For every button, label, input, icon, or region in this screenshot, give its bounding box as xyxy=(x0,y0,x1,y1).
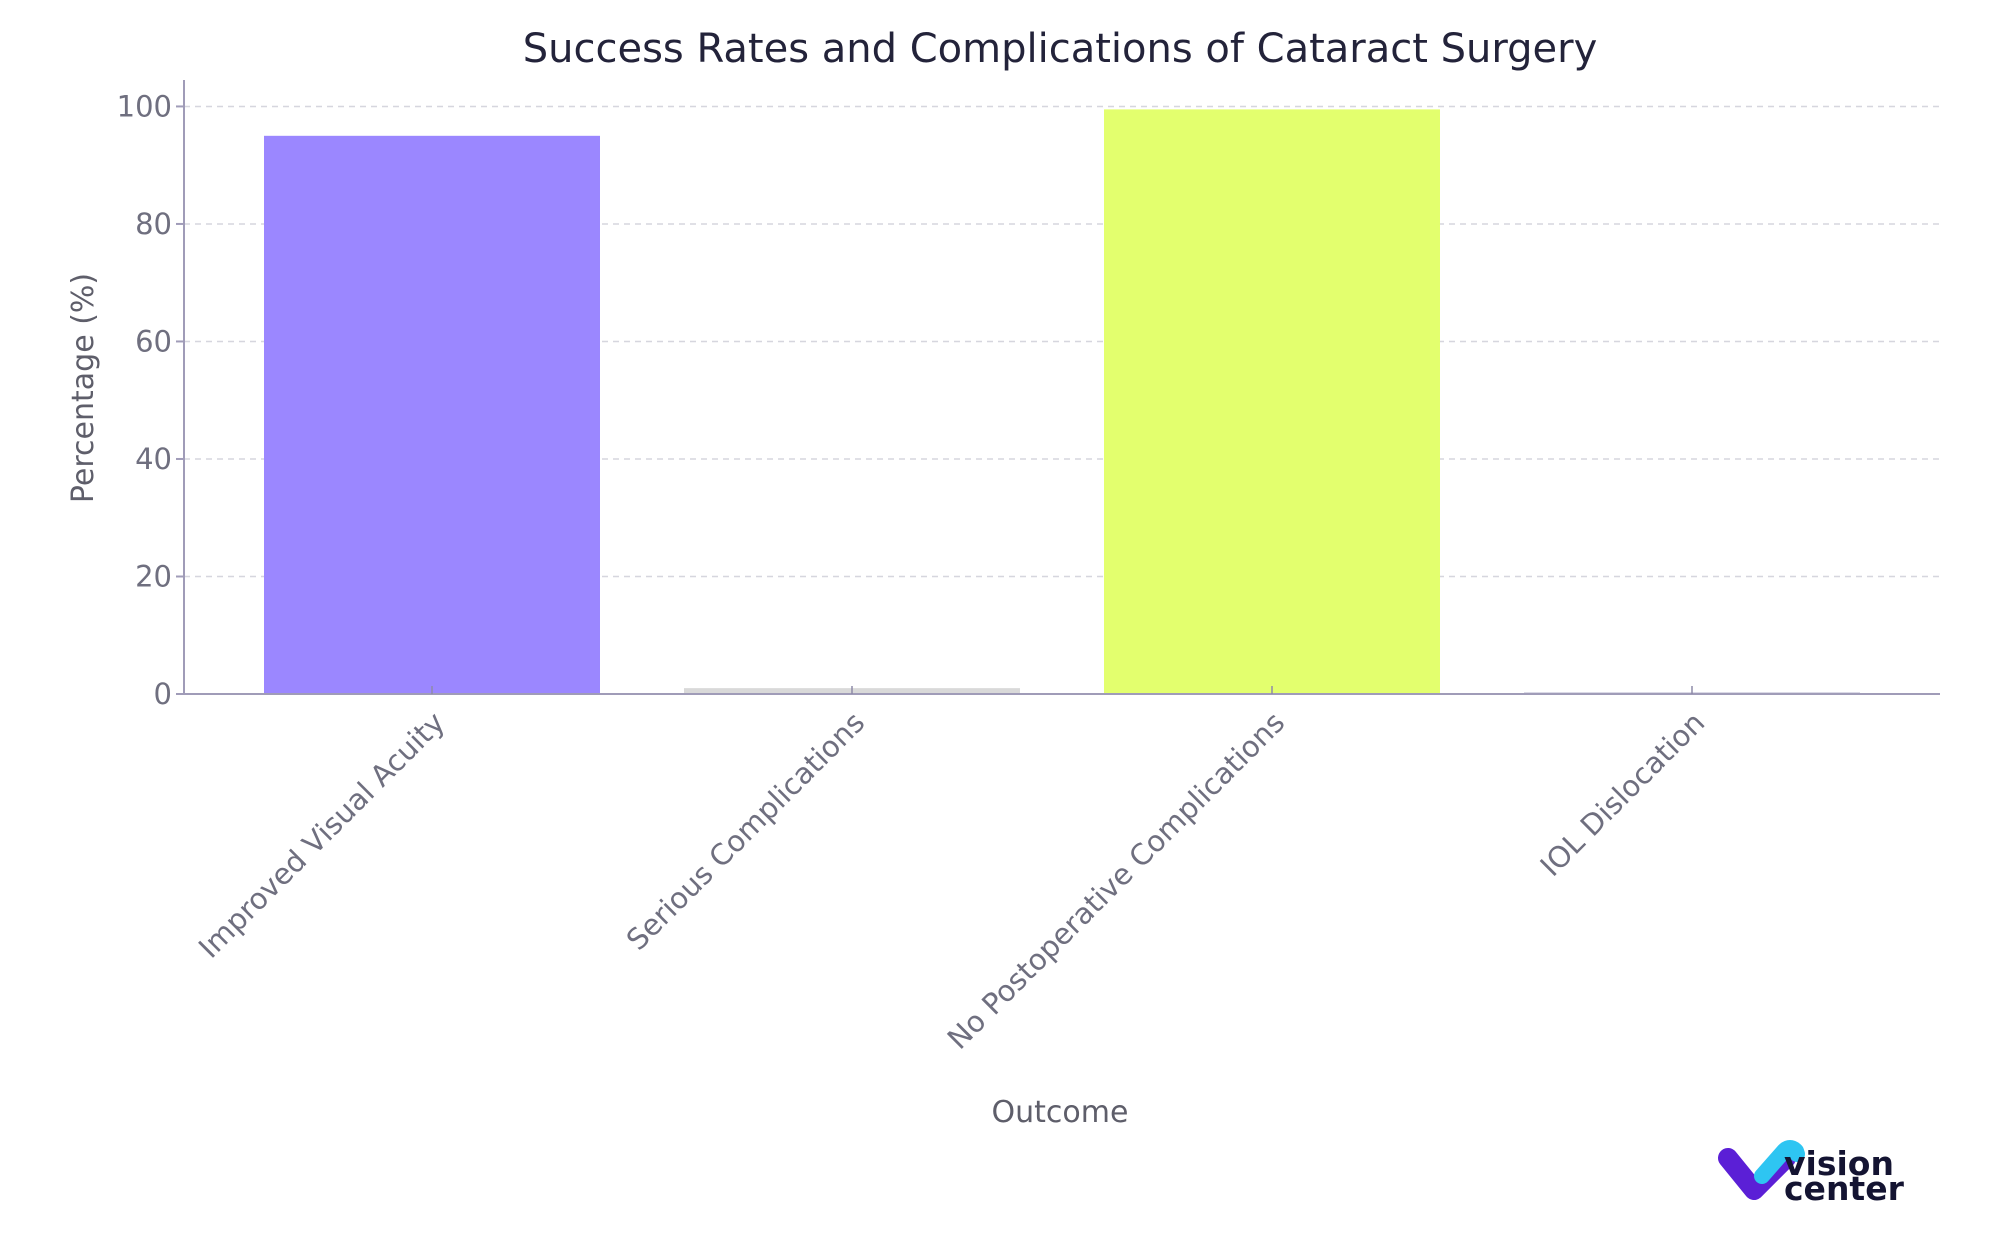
x-tick-label-1: Serious Complications xyxy=(620,705,872,957)
bars xyxy=(264,109,1860,694)
grid-lines xyxy=(184,105,1940,578)
y-tick-label-3: 60 xyxy=(135,324,172,358)
y-tick-label-0: 0 xyxy=(154,677,172,711)
x-tick-label-2: No Postoperative Complications xyxy=(941,705,1292,1056)
y-tick-label-2: 40 xyxy=(135,442,172,476)
y-tick-label-1: 20 xyxy=(135,559,172,593)
bar-0 xyxy=(264,135,600,694)
logo-text-center: center xyxy=(1784,1169,1905,1208)
y-tick-label-4: 80 xyxy=(135,207,172,241)
bar-2 xyxy=(1104,109,1440,694)
x-axis-label: Outcome xyxy=(992,1095,1129,1130)
vision-center-logo: vision center xyxy=(1718,1140,1905,1208)
x-tick-label-0: Improved Visual Acuity xyxy=(192,705,451,964)
x-tick-label-3: IOL Dislocation xyxy=(1534,705,1712,883)
y-axis-label: Percentage (%) xyxy=(66,273,101,503)
logo-text-vision: vision xyxy=(1784,1144,1894,1183)
v-logo-icon xyxy=(1718,1140,1805,1200)
chart-title: Success Rates and Complications of Catar… xyxy=(523,26,1598,72)
x-ticks: Improved Visual Acuity Serious Complicati… xyxy=(192,686,1711,1056)
y-ticks: 0 20 40 60 80 100 xyxy=(117,89,184,711)
y-tick-label-5: 100 xyxy=(117,89,172,123)
